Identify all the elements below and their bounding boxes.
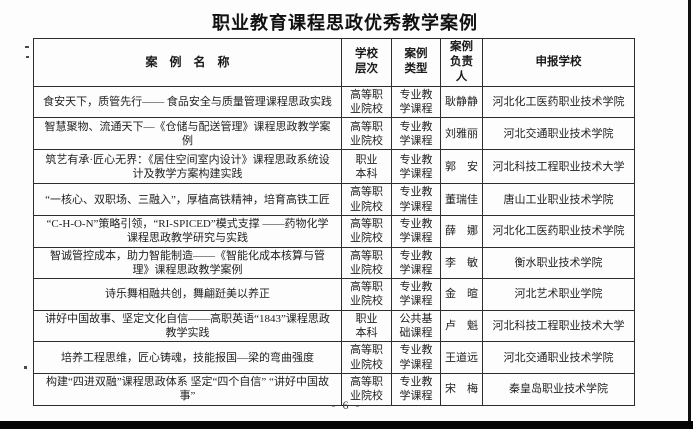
table-row: “C-H-O-N”策略引领，“RI-SPICED”模式支撑 ——药物化学课程思政… xyxy=(33,215,635,248)
cell-applicant-school: 河北科技工程职业技术大学 xyxy=(482,309,635,343)
cell-case-leader: 耿静静 xyxy=(440,85,483,119)
table-row: 培养工程思维，匠心铸魂，技能报国—梁的弯曲强度 高等职 业院校 专业教 学课程 … xyxy=(33,341,635,374)
cell-applicant-school: 衡水职业技术学院 xyxy=(482,246,635,280)
cell-applicant-school: 河北化工医药职业技术学院 xyxy=(482,85,635,119)
scan-artifact xyxy=(24,366,27,369)
cell-case-type: 专业教 学课程 xyxy=(391,278,441,311)
scan-artifact xyxy=(25,46,29,48)
cell-applicant-school: 河北化工医药职业技术学院 xyxy=(482,215,635,248)
cell-case-name: 智慧聚物、流通天下—《仓储与配送管理》课程思政教学案例 xyxy=(33,117,342,151)
scan-edge-bottom xyxy=(0,421,693,429)
cell-applicant-school: 河北交通职业技术学院 xyxy=(482,341,635,374)
cell-applicant-school: 河北交通职业技术学院 xyxy=(482,117,635,151)
cell-applicant-school: 河北艺术职业学院 xyxy=(482,278,635,311)
cell-school-level: 职业 本科 xyxy=(341,149,392,185)
cell-case-type: 专业教 学课程 xyxy=(391,215,441,248)
cell-school-level: 高等职 业院校 xyxy=(341,85,392,119)
table-row: 智诚管控成本，助力智能制造——《智能化成本核算与管理》课程思政教学案例 高等职 … xyxy=(33,246,635,280)
table-row: “一核心、双职场、三融入”，厚植高铁精神，培育高铁工匠 高等职 业院校 专业教 … xyxy=(33,183,635,216)
table-row: 智慧聚物、流通天下—《仓储与配送管理》课程思政教学案例 高等职 业院校 专业教 … xyxy=(33,117,635,151)
cell-applicant-school: 秦皇岛职业技术学院 xyxy=(482,372,635,406)
cell-case-name: “C-H-O-N”策略引领，“RI-SPICED”模式支撑 ——药物化学课程思政… xyxy=(33,215,342,248)
table-row: 诗乐舞相融共创，舞翩跹美以养正 高等职 业院校 专业教 学课程 金 暄 河北艺术… xyxy=(33,278,635,311)
cell-case-name: 诗乐舞相融共创，舞翩跹美以养正 xyxy=(33,278,342,311)
page-title: 职业教育课程思政优秀教学案例 xyxy=(212,13,478,33)
cell-case-type: 专业教 学课程 xyxy=(391,183,441,216)
cell-school-level: 高等职 业院校 xyxy=(341,183,392,216)
cell-case-name: 筑艺有承·匠心无界：《居住空间室内设计》课程思政系统设计及教学方案构建实践 xyxy=(33,149,342,185)
cell-school-level: 高等职 业院校 xyxy=(341,278,392,311)
cell-case-leader: 刘雅丽 xyxy=(440,117,483,151)
cell-case-name: 培养工程思维，匠心铸魂，技能报国—梁的弯曲强度 xyxy=(33,341,342,374)
cell-school-level: 职业 本科 xyxy=(341,309,392,343)
cell-school-level: 高等职 业院校 xyxy=(341,117,392,151)
cell-case-leader: 董瑞佳 xyxy=(440,183,483,216)
table-row: 构建“四进双融”课程思政体系 坚定“四个自信” “讲好中国故事” 高等职 业院校… xyxy=(33,372,635,406)
scan-edge-right xyxy=(688,0,691,421)
cell-case-type: 专业教 学课程 xyxy=(391,341,441,374)
cell-case-type: 专业教 学课程 xyxy=(391,85,441,119)
cell-case-leader: 薛 娜 xyxy=(440,215,483,248)
cell-case-name: 讲好中国故事、坚定文化自信——高职英语“1843”课程思政教学实践 xyxy=(33,309,342,343)
header-applicant-school: 申报学校 xyxy=(482,38,635,87)
cases-table: 案 例 名 称 学校 层次 案例 类型 案例 负责人 申报学校 食安天下，质管先… xyxy=(33,38,635,406)
cell-case-type: 专业教 学课程 xyxy=(391,372,441,406)
cell-school-level: 高等职 业院校 xyxy=(341,372,392,406)
table-row: 筑艺有承·匠心无界：《居住空间室内设计》课程思政系统设计及教学方案构建实践 职业… xyxy=(33,149,635,185)
cell-case-type: 专业教 学课程 xyxy=(391,149,441,185)
cell-school-level: 高等职 业院校 xyxy=(341,215,392,248)
scan-artifact xyxy=(26,56,29,58)
table-row: 讲好中国故事、坚定文化自信——高职英语“1843”课程思政教学实践 职业 本科 … xyxy=(33,309,635,343)
cell-case-name: “一核心、双职场、三融入”，厚植高铁精神，培育高铁工匠 xyxy=(33,183,342,216)
cell-case-leader: 郭 安 xyxy=(440,149,483,185)
cell-case-leader: 李 敏 xyxy=(440,246,483,280)
cell-applicant-school: 唐山工业职业技术学院 xyxy=(482,183,635,216)
cell-case-type: 公共基 础课程 xyxy=(391,309,441,343)
cell-case-name: 食安天下，质管先行—— 食品安全与质量管理课程思政实践 xyxy=(33,85,342,119)
cell-case-type: 专业教 学课程 xyxy=(391,117,441,151)
cell-case-leader: 宋 梅 xyxy=(440,372,483,406)
cell-case-type: 专业教 学课程 xyxy=(391,246,441,280)
header-case-type: 案例 类型 xyxy=(391,38,441,87)
cell-case-name: 构建“四进双融”课程思政体系 坚定“四个自信” “讲好中国故事” xyxy=(33,372,342,406)
table-row: 食安天下，质管先行—— 食品安全与质量管理课程思政实践 高等职 业院校 专业教 … xyxy=(33,85,635,119)
page-number: - 6 - xyxy=(331,398,362,412)
cell-case-leader: 卢 魁 xyxy=(440,309,483,343)
header-case-name: 案 例 名 称 xyxy=(33,38,342,87)
header-school-level: 学校 层次 xyxy=(341,38,392,87)
header-case-leader: 案例 负责人 xyxy=(440,38,483,87)
cell-case-leader: 王道远 xyxy=(440,341,483,374)
cell-case-name: 智诚管控成本，助力智能制造——《智能化成本核算与管理》课程思政教学案例 xyxy=(33,246,342,280)
table-header-row: 案 例 名 称 学校 层次 案例 类型 案例 负责人 申报学校 xyxy=(33,38,635,87)
cell-applicant-school: 河北科技工程职业技术大学 xyxy=(482,149,635,185)
cell-case-leader: 金 暄 xyxy=(440,278,483,311)
cell-school-level: 高等职 业院校 xyxy=(341,341,392,374)
cell-school-level: 高等职 业院校 xyxy=(341,246,392,280)
